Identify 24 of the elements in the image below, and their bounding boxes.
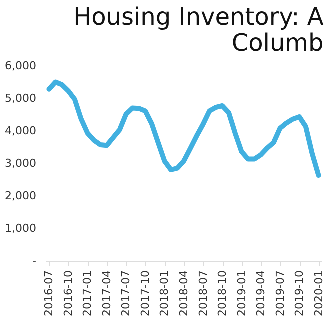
y-tick-label: 2,000: [5, 190, 36, 202]
x-tick-label: 2018-01: [158, 270, 172, 316]
x-tick-label: 2019-04: [254, 270, 268, 316]
y-tick-label: 1,000: [5, 222, 36, 235]
x-tick-label: 2016-07: [42, 270, 56, 316]
x-tick-label: 2017-10: [138, 270, 152, 316]
y-tick-label: 5,000: [5, 92, 36, 105]
x-tick-label: 2018-04: [178, 270, 190, 316]
y-tick-label: -: [32, 254, 37, 268]
y-tick-label: 6,000: [5, 60, 36, 72]
x-tick-label: 2019-01: [235, 270, 248, 316]
x-tick-label: 2018-07: [196, 270, 210, 316]
y-tick-label: 4,000: [5, 124, 36, 138]
x-tick-label: 2019-10: [293, 270, 306, 316]
x-tick-label: 2017-07: [120, 270, 133, 316]
x-tick-label: 2020-01: [312, 270, 326, 316]
x-tick-label: 2018-10: [216, 270, 230, 316]
text: Columb: [232, 29, 324, 57]
text: Housing Inventory: A: [74, 3, 324, 31]
x-tick-label: 2019-07: [274, 270, 287, 316]
x-tick-label: 2017-04: [100, 270, 114, 316]
x-tick-label: 2016-10: [62, 270, 75, 316]
y-tick-label: 3,000: [5, 157, 36, 170]
x-tick-label: 2017-01: [81, 270, 94, 316]
